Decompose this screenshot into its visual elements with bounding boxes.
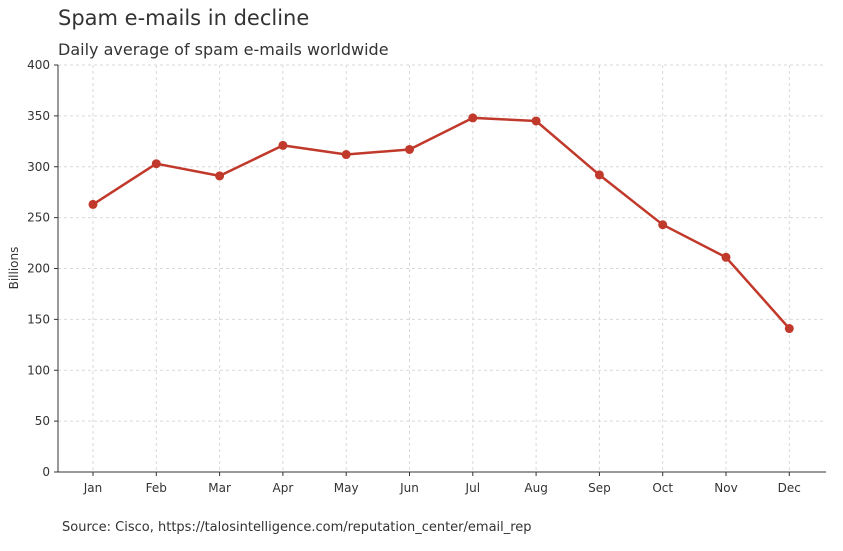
x-ticks: Jan Feb Mar Apr May Jun Jul Aug Sep Oct Nov Dec: [83, 472, 801, 495]
data-point-nov: [721, 252, 731, 262]
grid-lines: [58, 64, 826, 472]
data-point-mar: [215, 171, 225, 181]
data-point-jan: [88, 199, 98, 209]
chart-source: Source: Cisco, https://talosintelligence…: [62, 520, 532, 535]
y-tick-label: 400: [27, 58, 50, 72]
chart-subtitle: Daily average of spam e-mails worldwide: [58, 40, 389, 59]
x-tick-label: Oct: [652, 481, 673, 495]
x-tick-label: Dec: [778, 481, 801, 495]
data-point-may: [341, 150, 351, 160]
y-axis-label: Billions: [7, 247, 21, 290]
x-tick-label: Feb: [146, 481, 167, 495]
x-tick-label: Apr: [273, 481, 294, 495]
x-tick-label: Aug: [524, 481, 547, 495]
y-tick-label: 150: [27, 312, 50, 326]
y-ticks: 0 50 100 150 200 250 300 350 400: [27, 58, 58, 479]
x-tick-label: Nov: [714, 481, 737, 495]
x-tick-label: Jan: [83, 481, 103, 495]
x-tick-label: Sep: [588, 481, 611, 495]
data-point-jul: [468, 113, 478, 123]
data-point-jun: [405, 144, 414, 154]
y-tick-label: 300: [27, 160, 50, 174]
data-point-oct: [658, 220, 668, 230]
y-tick-label: 250: [27, 211, 50, 225]
series-line: [92, 116, 791, 330]
y-tick-label: 100: [27, 363, 50, 377]
data-point-sep: [594, 170, 604, 180]
y-tick-label: 350: [27, 109, 50, 123]
data-point-feb: [151, 159, 161, 169]
chart-title: Spam e-mails in decline: [58, 6, 310, 30]
data-point-apr: [278, 140, 288, 150]
series: [88, 113, 794, 334]
y-tick-label: 200: [27, 262, 50, 276]
data-point-aug: [531, 116, 541, 126]
x-tick-label: Mar: [208, 481, 231, 495]
data-point-dec: [784, 324, 794, 334]
x-tick-label: Jun: [399, 481, 419, 495]
x-tick-label: May: [334, 481, 359, 495]
y-tick-label: 50: [35, 414, 50, 428]
y-tick-label: 0: [42, 465, 50, 479]
x-tick-label: Jul: [465, 481, 480, 495]
